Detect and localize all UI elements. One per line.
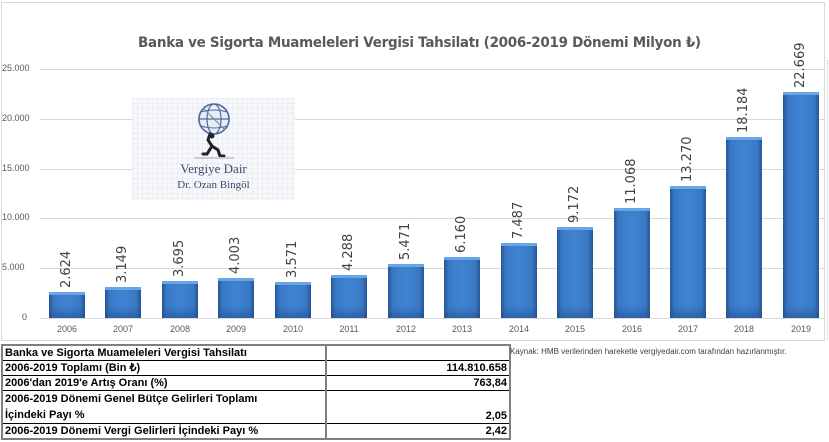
chart-title: Banka ve Sigorta Muameleleri Vergisi Tah… bbox=[138, 35, 701, 51]
gridline bbox=[40, 69, 825, 70]
data-label: 4.288 bbox=[341, 233, 356, 271]
bar-2017 bbox=[670, 186, 706, 318]
x-tick-label: 2016 bbox=[621, 324, 643, 334]
watermark-subtitle: Dr. Ozan Bingöl bbox=[177, 179, 250, 191]
data-label: 4.003 bbox=[228, 236, 243, 274]
table-cell-value: 2,42 bbox=[325, 423, 511, 440]
watermark-title: Vergiye Dair bbox=[180, 161, 247, 176]
table-row: 2006-2019 Dönemi Genel Bütçe Gelirleri T… bbox=[1, 390, 511, 424]
x-tick-label: 2012 bbox=[395, 324, 417, 334]
x-tick-label: 2014 bbox=[508, 324, 530, 334]
x-tick-label: 2018 bbox=[733, 324, 755, 334]
y-tick-label: 15.000 bbox=[2, 163, 30, 173]
table-cell-label: 2006-2019 Toplamı (Bin ₺) bbox=[1, 360, 327, 376]
bar-2015 bbox=[557, 227, 593, 318]
x-tick-label: 2013 bbox=[451, 324, 473, 334]
gridline bbox=[40, 318, 825, 319]
atlas-globe-icon bbox=[194, 103, 234, 159]
gridline bbox=[40, 218, 825, 219]
data-label: 2.624 bbox=[59, 250, 74, 288]
table-cell-value: 114.810.658 bbox=[325, 360, 511, 376]
x-tick-label: 2008 bbox=[169, 324, 191, 334]
table-cell-label-line1: 2006-2019 Dönemi Genel Bütçe Gelirleri T… bbox=[5, 393, 258, 405]
table-cell-label-line2: İçindeki Payı % bbox=[5, 409, 85, 421]
table-row: 2006-2019 Toplamı (Bin ₺) 114.810.658 bbox=[1, 360, 511, 376]
table-row: 2006-2019 Dönemi Vergi Gelirleri İçindek… bbox=[1, 423, 511, 440]
data-label: 22.669 bbox=[793, 42, 808, 89]
x-tick-label: 2011 bbox=[339, 324, 359, 334]
y-tick-label: 10.000 bbox=[2, 212, 30, 222]
data-label: 13.270 bbox=[680, 136, 695, 183]
data-label: 9.172 bbox=[567, 185, 582, 223]
data-label: 3.695 bbox=[172, 239, 187, 277]
y-tick-label: 20.000 bbox=[2, 113, 30, 123]
table-cell-value: 763,84 bbox=[325, 375, 511, 391]
summary-table: Banka ve Sigorta Muameleleri Vergisi Tah… bbox=[1, 344, 511, 440]
x-tick-label: 2010 bbox=[282, 324, 304, 334]
watermark-logo: Vergiye Dair Dr. Ozan Bingöl bbox=[132, 98, 295, 200]
bar-2016 bbox=[614, 208, 650, 318]
x-tick-label: 2009 bbox=[225, 324, 247, 334]
data-label: 6.160 bbox=[454, 215, 469, 253]
bar-2019 bbox=[783, 92, 819, 318]
data-label: 18.184 bbox=[736, 87, 751, 134]
table-row: Banka ve Sigorta Muameleleri Vergisi Tah… bbox=[1, 344, 511, 361]
gridline bbox=[40, 169, 825, 170]
bar-2018 bbox=[726, 137, 762, 318]
data-label: 3.571 bbox=[285, 240, 300, 278]
bar-2007 bbox=[105, 287, 141, 318]
x-tick-label: 2019 bbox=[790, 324, 812, 334]
y-tick-label: 0 bbox=[22, 312, 28, 322]
table-cell-label: 2006-2019 Dönemi Genel Bütçe Gelirleri T… bbox=[1, 390, 327, 424]
bar-2008 bbox=[162, 281, 198, 318]
x-tick-label: 2017 bbox=[677, 324, 699, 334]
data-label: 11.068 bbox=[624, 158, 639, 205]
table-cell-value bbox=[325, 344, 511, 361]
cropped-edge bbox=[827, 60, 829, 340]
source-note: Kaynak: HMB verilerinden hareketle vergi… bbox=[510, 347, 787, 356]
table-row: 2006'dan 2019'e Artış Oranı (%) 763,84 bbox=[1, 375, 511, 391]
table-cell-value: 2,05 bbox=[325, 390, 511, 424]
data-label: 7.487 bbox=[511, 201, 526, 239]
table-cell-label: 2006-2019 Dönemi Vergi Gelirleri İçindek… bbox=[1, 423, 327, 440]
bar-2011 bbox=[331, 275, 367, 318]
x-tick-label: 2007 bbox=[112, 324, 134, 334]
bar-2012 bbox=[388, 264, 424, 318]
bar-2010 bbox=[275, 282, 311, 318]
y-tick-label: 25.000 bbox=[2, 63, 30, 73]
bar-2006 bbox=[49, 292, 85, 318]
bar-2014 bbox=[501, 243, 537, 318]
data-label: 3.149 bbox=[115, 245, 130, 283]
bar-2009 bbox=[218, 278, 254, 318]
gridline bbox=[40, 268, 825, 269]
x-tick-label: 2006 bbox=[56, 324, 78, 334]
x-tick-label: 2015 bbox=[564, 324, 586, 334]
table-header: Banka ve Sigorta Muameleleri Vergisi Tah… bbox=[1, 344, 327, 361]
gridline bbox=[40, 119, 825, 120]
bar-2013 bbox=[444, 257, 480, 318]
table-cell-label: 2006'dan 2019'e Artış Oranı (%) bbox=[1, 375, 327, 391]
data-label: 5.471 bbox=[398, 222, 413, 260]
y-tick-label: 5.000 bbox=[2, 262, 25, 272]
